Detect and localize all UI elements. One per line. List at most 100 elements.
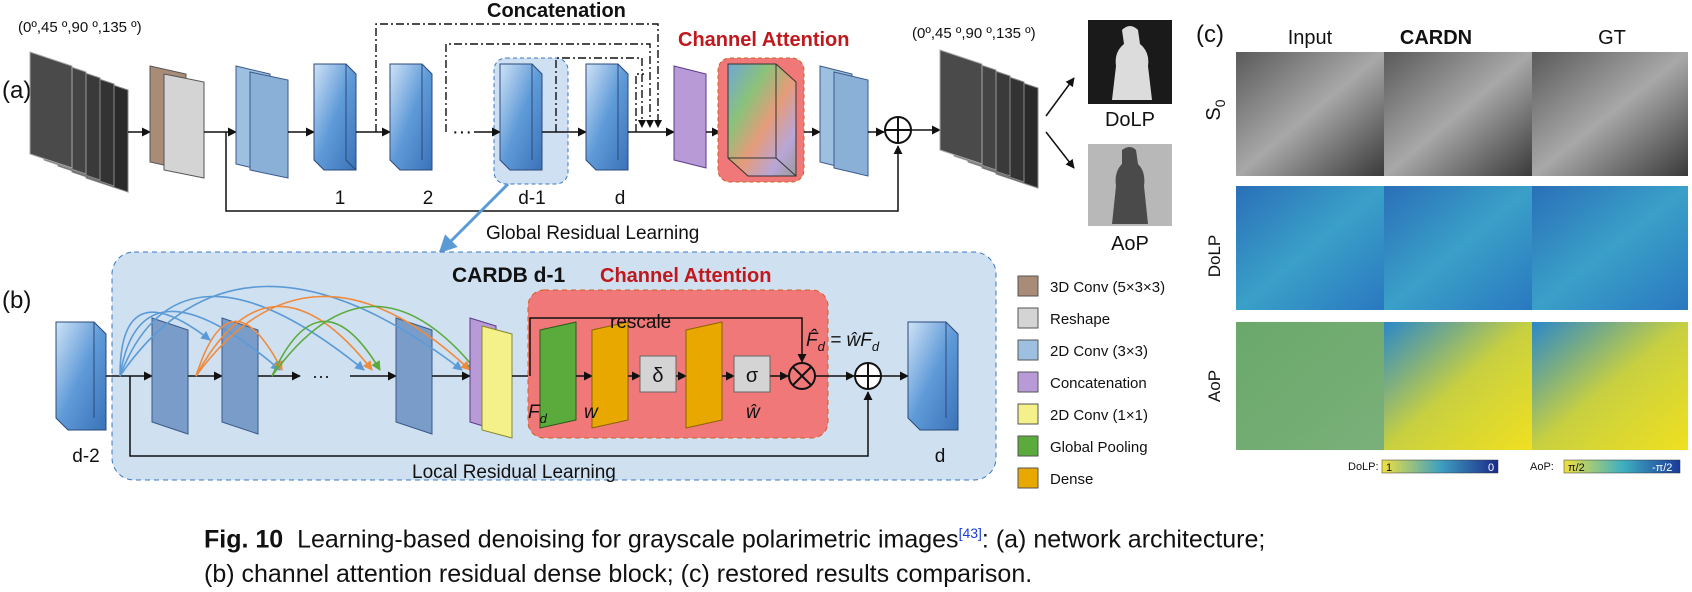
dolp-scale-name: DoLP: [1348, 461, 1379, 473]
dolp-statue-shape [1112, 26, 1152, 100]
aop-statue-shape [1112, 147, 1148, 224]
cardb-title: CARDB d-1 [452, 264, 565, 287]
legend: 3D Conv (5×3×3) Reshape 2D Conv (3×3) Conca… [1017, 275, 1165, 489]
column-gt: GT [1598, 27, 1626, 49]
concatenation-label: Concatenation [487, 0, 626, 22]
dolp-row [1236, 186, 1688, 310]
aop-row [1236, 322, 1688, 450]
ellipsis-b: ··· [312, 366, 330, 386]
legend-swatch-3 [1017, 371, 1039, 393]
dolp-cardn-image [1384, 186, 1532, 310]
legend-label-6: Dense [1050, 471, 1093, 488]
column-input: Input [1288, 27, 1333, 49]
caption-text: Learning-based denoising for grayscale p… [297, 525, 959, 554]
global-residual-label: Global Residual Learning [486, 223, 699, 244]
legend-label-0: 3D Conv (5×3×3) [1050, 279, 1165, 296]
global-residual-line [225, 132, 903, 212]
caption-reference[interactable]: [43] [958, 525, 982, 541]
input-block-d-2 [55, 321, 107, 431]
output-block-d [907, 321, 959, 431]
block-label-d: d [615, 188, 626, 209]
caption-text-2: : (a) network architecture; [981, 525, 1266, 554]
panel-b-tag: (b) [2, 287, 31, 314]
aop-scale-name: AoP: [1530, 461, 1554, 473]
cardb-block-1 [313, 63, 357, 171]
multiply-node [788, 362, 816, 390]
legend-swatch-4 [1017, 403, 1039, 425]
local-residual-label: Local Residual Learning [412, 462, 616, 483]
aop-gt-image [1532, 322, 1688, 450]
aop-label-a: AoP [1111, 233, 1149, 255]
input-image-stack [29, 51, 129, 193]
caption-fig-number: Fig. 10 [204, 525, 284, 554]
s0-input-image [1236, 52, 1384, 176]
1x1-conv-block-b [481, 325, 513, 439]
reshape-block [163, 73, 205, 179]
w-hat-label: ŵ [746, 402, 761, 423]
dense-connections [119, 285, 477, 377]
panel-c-tag: (c) [1196, 21, 1224, 48]
legend-swatch-6 [1017, 467, 1039, 489]
block-label-2: 2 [423, 188, 434, 209]
2d-conv-block-a4 [833, 71, 869, 177]
cardb-block-d-1 [499, 63, 543, 171]
cardb-block-2 [389, 63, 433, 171]
legend-swatch-2 [1017, 339, 1039, 361]
concatenation-links [375, 23, 659, 132]
dense-conv-1 [151, 317, 189, 435]
rescale-formula: F̂d = ŵFd [806, 329, 880, 354]
channel-attention-label-a: Channel Attention [678, 29, 849, 51]
figure-caption: Fig. 10 Learning-based denoising for gra… [204, 516, 1674, 592]
input-angles-label: (0º,45 º,90 º,135 º) [18, 19, 142, 36]
dense-block-2 [685, 321, 723, 429]
dolp-scale-max: 1 [1386, 462, 1392, 474]
sum-node-a [884, 116, 912, 144]
dolp-input-image [1236, 186, 1384, 310]
rescale-line [529, 317, 807, 376]
output-angles-label: (0º,45 º,90 º,135 º) [912, 25, 1036, 42]
2d-conv-block-a2 [249, 71, 289, 179]
aop-cardn-image [1384, 322, 1532, 450]
row-label-dolp: DoLP [1205, 235, 1224, 278]
dense-block-1 [591, 321, 629, 429]
legend-swatch-1 [1017, 307, 1039, 329]
concatenation-block [673, 65, 707, 169]
legend-label-4: 2D Conv (1×1) [1050, 407, 1148, 424]
sigma-symbol: σ [746, 365, 759, 387]
channel-attention-block-a [727, 63, 797, 177]
aop-scale-min: -π/2 [1652, 462, 1672, 474]
block-label-1: 1 [335, 188, 346, 209]
row-label-s0: S0 [1203, 99, 1228, 120]
zoom-link-arrow [438, 182, 510, 254]
legend-label-3: Concatenation [1050, 375, 1147, 392]
column-cardn: CARDN [1400, 27, 1472, 49]
aop-colorbar [1563, 459, 1681, 474]
delta-symbol: δ [652, 365, 663, 387]
legend-label-2: 2D Conv (3×3) [1050, 343, 1148, 360]
legend-label-1: Reshape [1050, 311, 1110, 328]
s0-row [1236, 52, 1688, 176]
caption-line-2: (b) channel attention residual dense blo… [204, 560, 1033, 589]
global-pooling-block [539, 321, 577, 429]
ellipsis-a: ··· [452, 121, 472, 143]
sum-node-b [854, 362, 882, 390]
delta-activation-box [639, 355, 677, 393]
s0-cardn-image [1384, 52, 1532, 176]
rescale-label: rescale [610, 312, 671, 333]
sigma-activation-box [733, 355, 771, 393]
dense-conv-2 [221, 317, 259, 435]
channel-attention-label-b: Channel Attention [600, 265, 771, 287]
dolp-gt-image [1532, 186, 1688, 310]
aop-input-image [1236, 322, 1384, 450]
caption-line-1: Fig. 10 Learning-based denoising for gra… [204, 516, 1674, 557]
dolp-label-a: DoLP [1105, 109, 1155, 131]
fd-label: Fd [528, 402, 548, 426]
input-label-d-2: d-2 [72, 446, 99, 467]
local-residual-line [129, 376, 873, 457]
s0-gt-image [1532, 52, 1688, 176]
dolp-colorbar [1381, 459, 1499, 474]
aop-scale-max: π/2 [1568, 462, 1585, 474]
dense-conv-n [395, 317, 433, 435]
output-label-d: d [935, 446, 946, 467]
row-label-aop: AoP [1205, 370, 1224, 402]
